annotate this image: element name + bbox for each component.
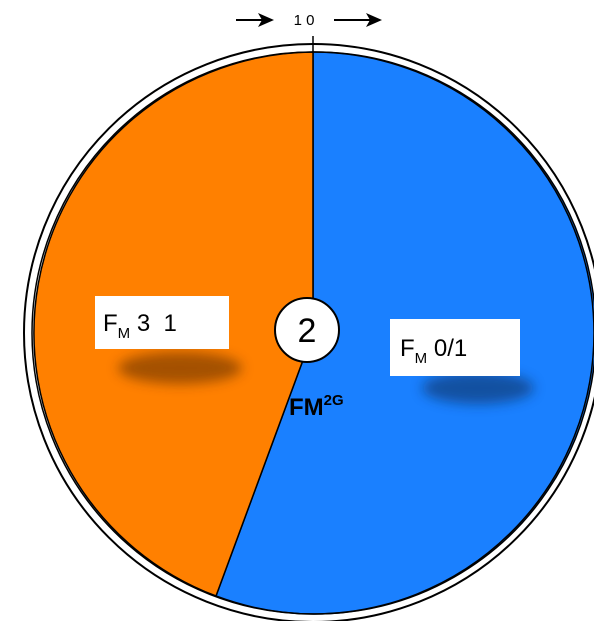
fm-label: FM2G	[289, 392, 344, 421]
right-label-box	[390, 319, 520, 376]
center-circle	[274, 297, 340, 363]
scale-label: 1 0	[294, 12, 315, 29]
right-arrow-icon	[334, 13, 382, 27]
left-label-box	[95, 296, 229, 349]
right-label-shadow	[422, 372, 534, 404]
left-arrow-icon	[236, 13, 274, 27]
left-label: FM 3 1	[103, 310, 177, 342]
right-label: FM 0/1	[400, 335, 467, 367]
left-label-shadow	[118, 352, 242, 384]
center-number: 2	[298, 312, 317, 350]
